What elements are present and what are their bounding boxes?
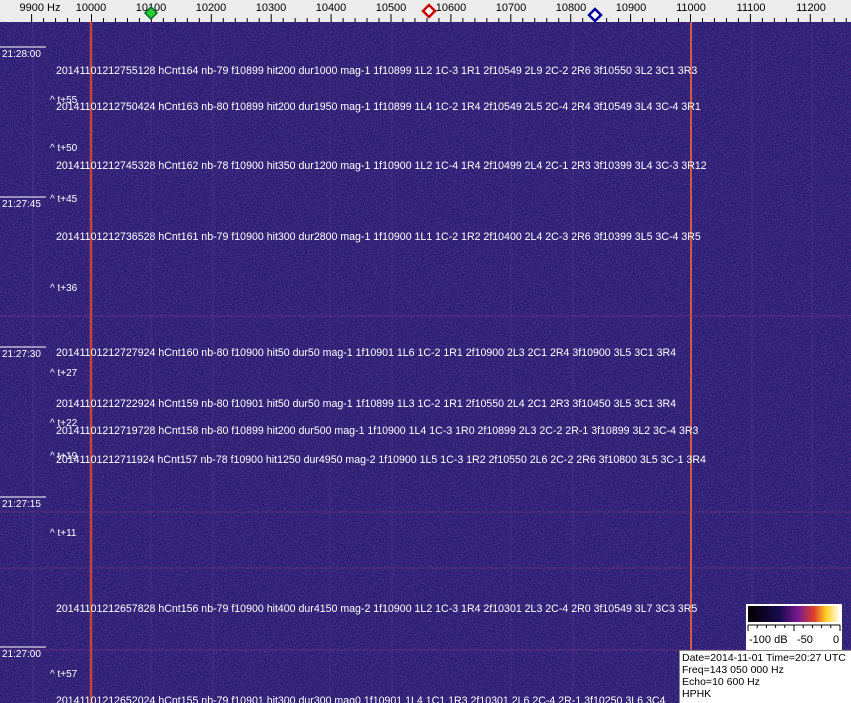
signal-lines [32, 22, 813, 703]
axis-ticks [31, 14, 847, 22]
detection-line: 20141101212750424 hCnt163 nb-80 f10899 h… [56, 101, 701, 113]
colorbar-label: -50 [797, 634, 813, 646]
info-line: Echo=10 600 Hz [682, 676, 760, 688]
frequency-label: 10800 [556, 2, 587, 14]
time-label: 21:27:45 [2, 199, 41, 210]
frequency-label: 11100 [737, 2, 766, 14]
offset-label: ^ t+50 [50, 143, 78, 154]
frequency-label: 10500 [376, 2, 407, 14]
frequency-label: 10300 [256, 2, 287, 14]
time-label: 21:28:00 [2, 49, 41, 60]
frequency-label: 10400 [316, 2, 347, 14]
colorbar-label: -100 dB [749, 634, 788, 646]
frequency-label: 11200 [796, 2, 826, 14]
detection-line: 20141101212727924 hCnt160 nb-80 f10900 h… [56, 347, 676, 359]
detection-line: 20141101212652024 hCnt155 nb-79 f10901 h… [56, 695, 666, 703]
detection-line: 20141101212722924 hCnt159 nb-80 f10901 h… [56, 398, 676, 410]
frequency-label: 10700 [496, 2, 527, 14]
offset-label: ^ t+57 [50, 669, 78, 680]
markers [143, 3, 603, 23]
time-label: 21:27:30 [2, 349, 41, 360]
marker[interactable] [143, 5, 159, 21]
offset-label: ^ t+22 [50, 418, 78, 429]
detection-line: 20141101212755128 hCnt164 nb-79 f10899 h… [56, 65, 697, 77]
time-label: 21:27:00 [2, 649, 41, 660]
detection-line: 20141101212736528 hCnt161 nb-79 f10900 h… [56, 231, 701, 243]
time-label: 21:27:15 [2, 499, 41, 510]
offset-label: ^ t+11 [50, 528, 77, 539]
offset-label: ^ t+45 [50, 194, 78, 205]
marker[interactable] [421, 3, 437, 19]
offset-label: ^ t+36 [50, 283, 78, 294]
colorbar-label: 0 [833, 634, 839, 646]
detection-line: 20141101212745328 hCnt162 nb-78 f10900 h… [56, 160, 707, 172]
info-line: Date=2014-11-01 Time=20:27 UTC [682, 652, 846, 664]
colorbar: -100 dB -50 0 [746, 604, 842, 650]
offset-label: ^ t+27 [50, 368, 78, 379]
frequency-label: 9900 Hz [20, 2, 61, 14]
frequency-label: 10600 [436, 2, 467, 14]
info-line: Freq=143 050 000 Hz [682, 664, 784, 676]
detection-line: 20141101212719728 hCnt158 nb-80 f10899 h… [56, 425, 699, 437]
detection-line: 20141101212657828 hCnt156 nb-79 f10900 h… [56, 603, 697, 615]
frequency-label: 10000 [76, 2, 107, 14]
info-box: Date=2014-11-01 Time=20:27 UTC Freq=143 … [679, 650, 851, 703]
noise [0, 22, 851, 703]
frequency-label: 11000 [676, 2, 706, 14]
frequency-label: 10200 [196, 2, 227, 14]
frequency-label: 10900 [616, 2, 647, 14]
detection-line: 20141101212711924 hCnt157 nb-78 f10900 h… [56, 454, 706, 466]
offset-label: ^ t+55 [50, 95, 78, 106]
offset-label: ^ t+19 [50, 451, 78, 462]
info-line: HPHK [682, 688, 712, 700]
marker[interactable] [587, 7, 603, 23]
